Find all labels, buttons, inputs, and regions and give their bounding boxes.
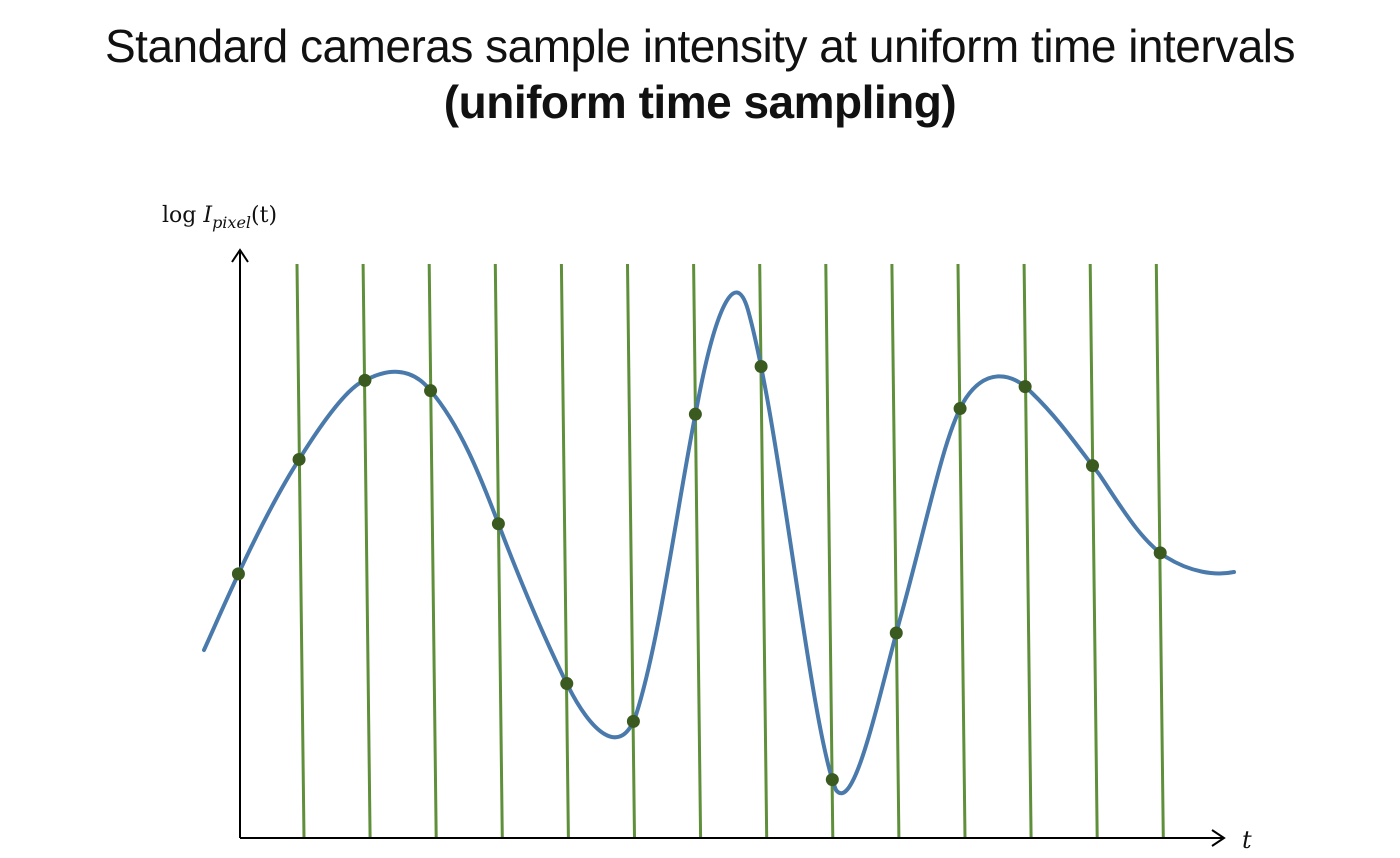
sample-line [1088,263,1099,839]
sample-point [825,773,839,787]
sample-point [292,452,306,466]
sample-line [824,263,835,839]
title-subtitle: (uniform time sampling) [443,76,957,128]
sample-point [1153,546,1167,560]
x-axis-label: t [1242,826,1252,854]
intensity-curve [202,290,1236,795]
sample-lines-group [295,263,1165,839]
sample-line [956,263,967,839]
sample-point [688,407,702,421]
title-main: Standard cameras sample intensity at uni… [104,20,1296,72]
sample-points-group [231,359,1167,787]
sample-line [1022,263,1033,839]
sample-point [231,567,245,581]
sample-point [889,626,903,640]
sample-point [1018,380,1032,394]
y-axis-label: log Ipixel(t) [162,203,277,232]
sample-point [424,384,438,398]
sample-line [493,263,504,839]
sample-line [758,263,769,839]
x-axis-arrow [1211,829,1226,847]
slide-title: Standard cameras sample intensity at uni… [0,18,1400,130]
y-axis-arrow [231,248,249,263]
sample-line [559,263,570,839]
sample-line [692,263,703,839]
sample-point [560,677,574,691]
sample-point [626,714,640,728]
sample-point [491,517,505,531]
sample-line [427,263,438,839]
sample-point [358,373,372,387]
sample-line [295,263,306,839]
sample-point [754,359,768,373]
sample-point [953,402,967,416]
sample-line [626,263,636,839]
sample-line [361,263,372,839]
sample-line [890,263,901,839]
sample-point [1085,459,1099,473]
